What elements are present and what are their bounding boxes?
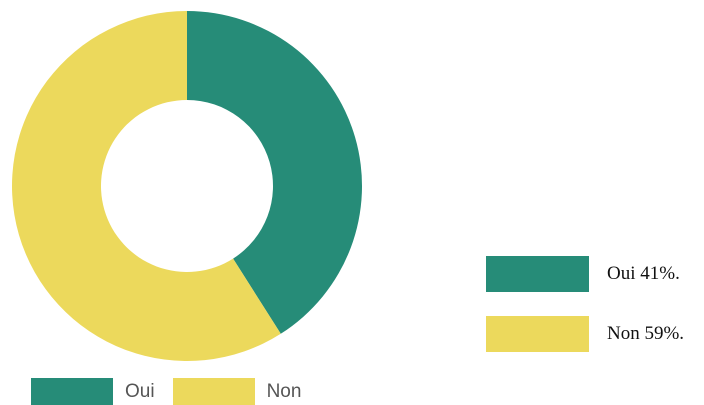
percentage-legend: Oui 41%. Non 59%. — [486, 256, 684, 376]
percentage-label-non: Non 59%. — [607, 323, 685, 344]
percentage-swatch-oui — [486, 256, 589, 292]
percentage-label-oui: Oui 41%. — [607, 263, 680, 284]
legend-item-non[interactable]: Non — [172, 378, 302, 405]
legend-swatch-non — [172, 378, 255, 405]
donut-slice-oui[interactable] — [187, 11, 362, 334]
percentage-swatch-non — [486, 316, 589, 352]
legend-label-non: Non — [266, 381, 302, 402]
donut-slice-non[interactable] — [11, 11, 281, 361]
percentage-item-non: Non 59%. — [486, 316, 684, 352]
legend-item-oui[interactable]: Oui — [31, 378, 155, 405]
legend-label-oui: Oui — [125, 381, 155, 402]
legend-swatch-oui — [31, 378, 113, 405]
chart-legend: Oui Non — [31, 378, 319, 405]
percentage-item-oui: Oui 41%. — [486, 256, 684, 292]
